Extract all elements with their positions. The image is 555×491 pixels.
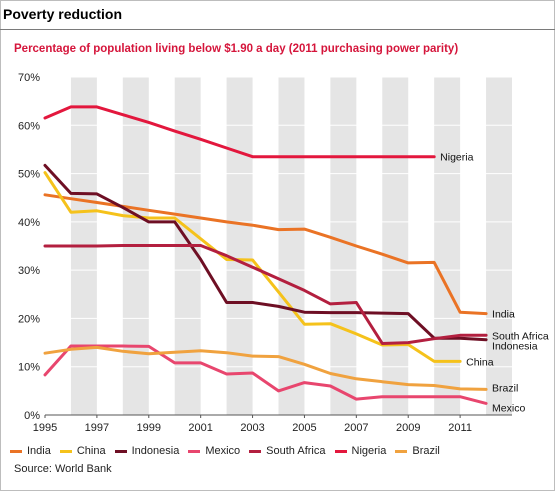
series-line-china bbox=[43, 171, 462, 363]
source-note: Source: World Bank bbox=[14, 463, 112, 475]
x-tick-label: 2009 bbox=[396, 422, 420, 434]
legend-swatch bbox=[395, 449, 408, 453]
x-tick-label: 2005 bbox=[292, 422, 316, 434]
legend-swatch bbox=[188, 449, 201, 453]
grid-band bbox=[226, 77, 253, 415]
series-line-indonesia bbox=[43, 163, 488, 342]
series-line-south-africa bbox=[43, 244, 488, 345]
y-tick-label: 40% bbox=[18, 217, 40, 229]
end-label-china: China bbox=[466, 356, 494, 368]
end-label-nigeria: Nigeria bbox=[440, 152, 473, 164]
grid-band bbox=[486, 77, 512, 415]
y-tick-label: 0% bbox=[24, 410, 40, 422]
series-line-nigeria bbox=[43, 105, 436, 159]
header-bar: Poverty reduction bbox=[0, 0, 555, 30]
x-tick-label: 2003 bbox=[240, 422, 264, 434]
legend-item: Nigeria bbox=[334, 445, 387, 457]
legend-swatch bbox=[249, 449, 262, 453]
header-divider bbox=[0, 29, 555, 30]
end-label-brazil: Brazil bbox=[492, 382, 518, 394]
series-line-mexico bbox=[43, 344, 488, 405]
y-tick-label: 70% bbox=[18, 72, 40, 84]
end-label-south-africa: South Africa bbox=[492, 330, 549, 342]
legend-item: Mexico bbox=[188, 445, 240, 457]
end-label-indonesia: Indonesia bbox=[492, 341, 538, 353]
page-title: Poverty reduction bbox=[3, 6, 123, 22]
legend-label: Nigeria bbox=[351, 445, 387, 457]
legend-label: Mexico bbox=[205, 445, 241, 457]
x-tick-label: 1995 bbox=[33, 422, 57, 434]
end-label-mexico: Mexico bbox=[492, 402, 525, 414]
legend-label: South Africa bbox=[266, 445, 326, 457]
end-label-india: India bbox=[492, 309, 515, 321]
x-tick-label: 2001 bbox=[188, 422, 212, 434]
legend-label: China bbox=[76, 445, 106, 457]
y-tick-label: 60% bbox=[18, 120, 40, 132]
chart-legend: India China Indonesia Mexico South Africa Nig… bbox=[10, 445, 449, 457]
x-tick-label: 1999 bbox=[137, 422, 161, 434]
x-tick-label: 2007 bbox=[344, 422, 368, 434]
grid-band bbox=[434, 77, 461, 415]
chart-title: Percentage of population living below $1… bbox=[14, 43, 459, 55]
series-line-brazil bbox=[43, 345, 488, 391]
legend-item: South Africa bbox=[249, 445, 326, 457]
y-tick-label: 10% bbox=[18, 362, 40, 374]
legend-item: China bbox=[59, 445, 106, 457]
legend-label: India bbox=[27, 445, 51, 457]
legend-item: Brazil bbox=[395, 445, 440, 457]
y-tick-label: 20% bbox=[18, 313, 40, 325]
legend-item: India bbox=[10, 445, 51, 457]
legend-swatch bbox=[10, 449, 22, 453]
legend-item: Indonesia bbox=[114, 445, 180, 457]
legend-swatch bbox=[114, 449, 127, 453]
x-tick-label: 2011 bbox=[448, 422, 472, 434]
line-chart: 0% 10% 20% 30% 40% 50% 60% 70% 1995 1997 1999 2001 2… bbox=[18, 72, 549, 434]
grid-band bbox=[382, 77, 409, 415]
y-tick-label: 50% bbox=[18, 169, 40, 181]
legend-swatch bbox=[59, 449, 72, 453]
y-tick-label: 30% bbox=[18, 265, 40, 277]
x-tick-label: 1997 bbox=[85, 422, 109, 434]
legend-label: Indonesia bbox=[131, 445, 180, 457]
legend-label: Brazil bbox=[412, 445, 440, 457]
legend-swatch bbox=[334, 449, 347, 453]
